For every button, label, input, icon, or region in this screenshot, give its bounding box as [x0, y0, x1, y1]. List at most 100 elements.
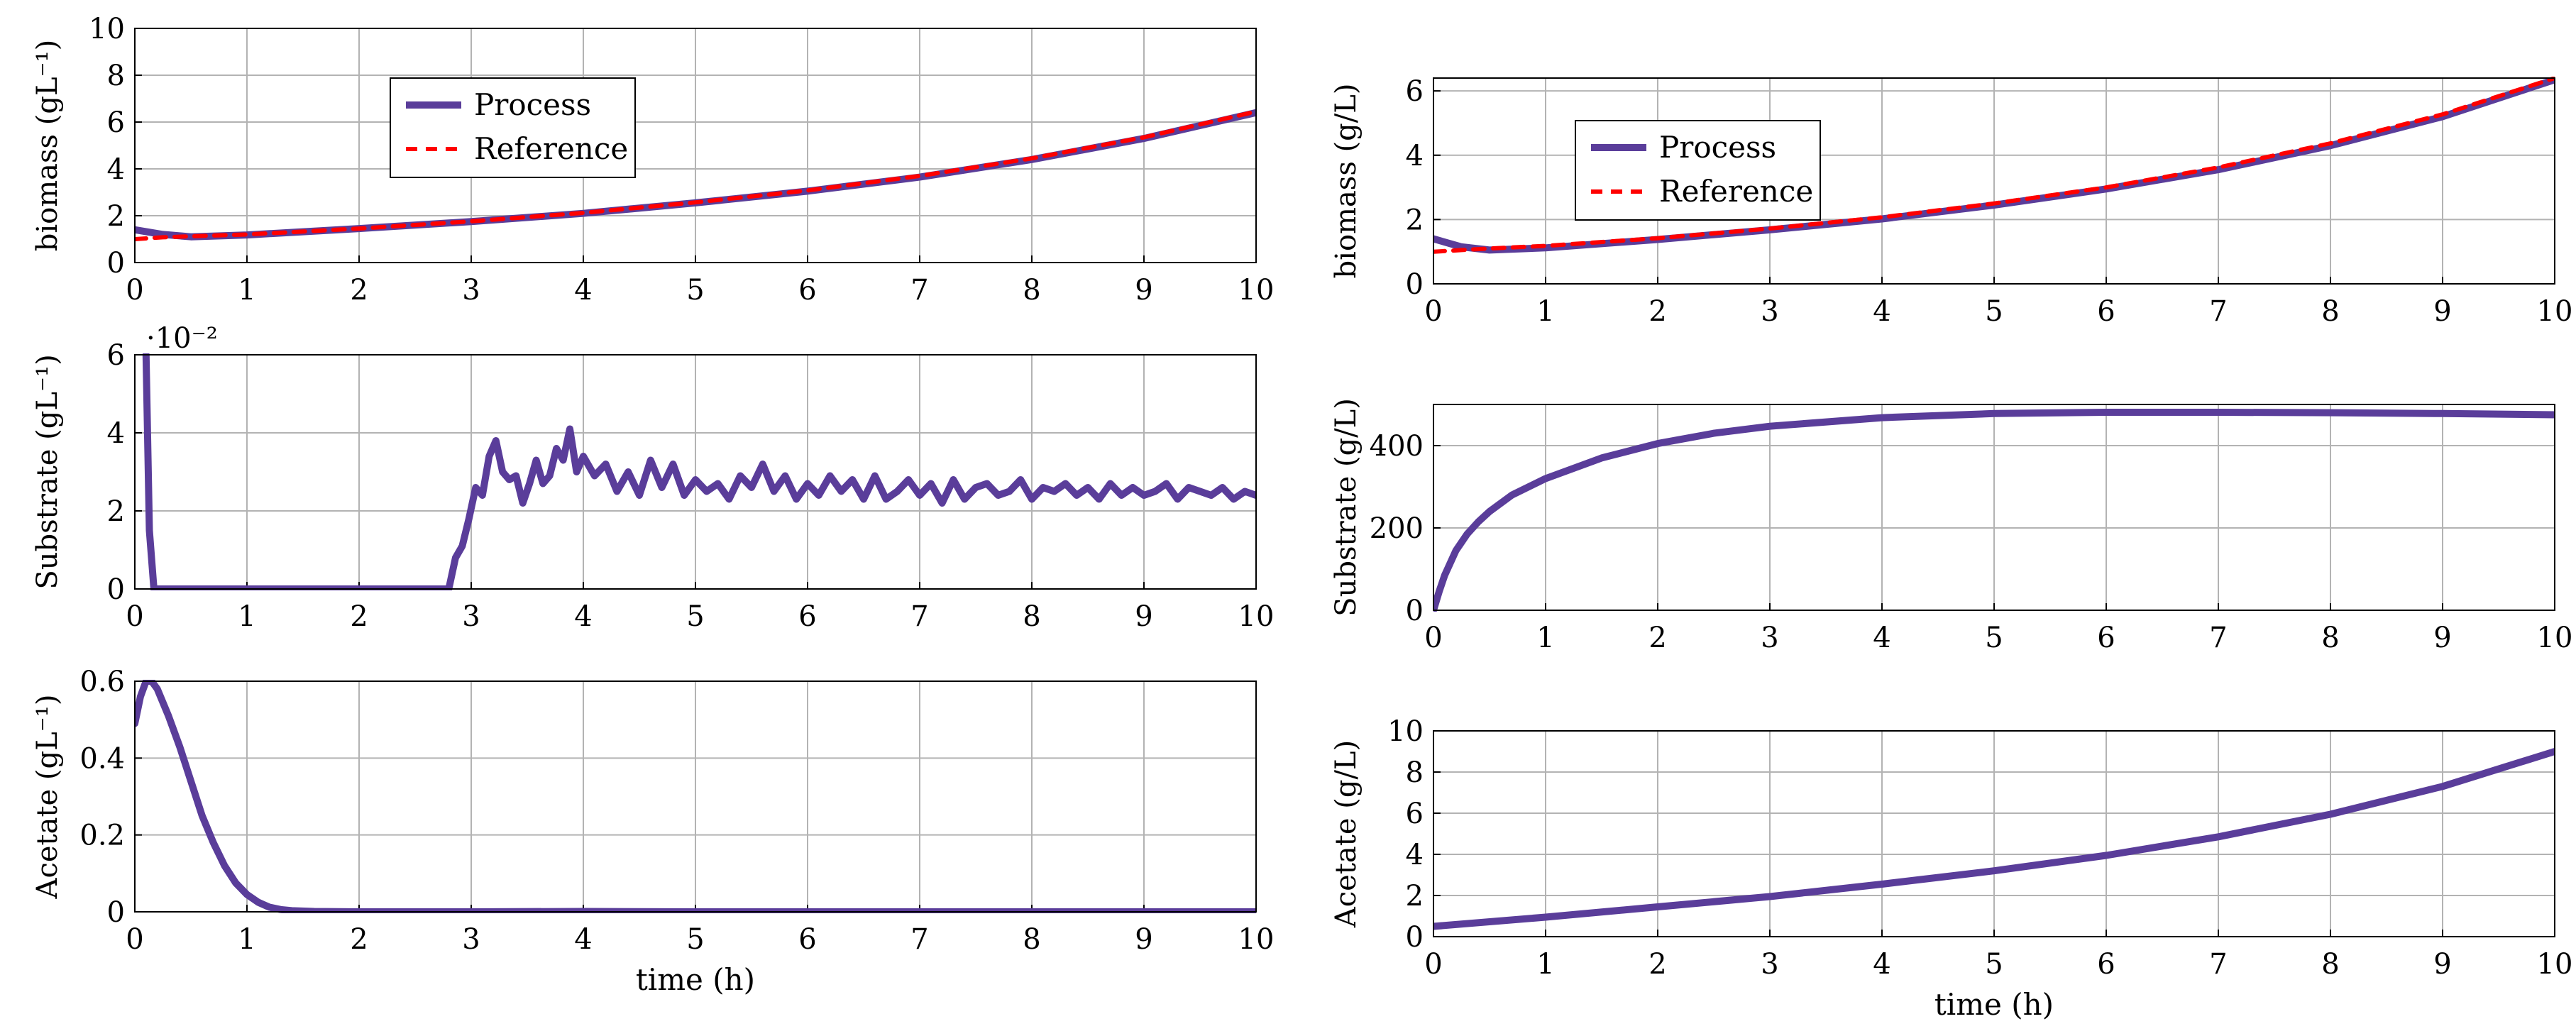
- x-tick-label: 5: [1985, 948, 2003, 981]
- x-tick-label: 4: [574, 600, 592, 633]
- y-tick-label: 4: [107, 153, 125, 186]
- x-tick-label: 6: [2097, 295, 2115, 328]
- x-tick-label: 5: [686, 600, 704, 633]
- x-tick-label: 0: [126, 274, 143, 307]
- x-tick-label: 4: [1873, 295, 1890, 328]
- x-tick-label: 7: [910, 923, 928, 956]
- x-tick-label: 1: [1536, 948, 1554, 981]
- y-tick-label: 6: [1406, 75, 1424, 108]
- x-tick-label: 1: [238, 274, 255, 307]
- axes-frame: [1433, 730, 2555, 937]
- x-tick-label: 1: [1536, 295, 1554, 328]
- x-tick-label: 4: [1873, 948, 1890, 981]
- y-tick-label: 400: [1370, 430, 1424, 463]
- x-tick-label: 6: [2097, 622, 2115, 654]
- x-tick-label: 9: [2433, 948, 2451, 981]
- y-tick-label: 10: [1387, 715, 1424, 748]
- panel-right-biomass: 0 1 2 3 4 5 6 7 8 9 10 0 2 4 6 biomass (g/L) Process Refe…: [1330, 75, 2572, 328]
- x-tick-label: 0: [126, 923, 143, 956]
- legend-label-process: Process: [474, 87, 591, 122]
- x-tick-label: 6: [798, 923, 816, 956]
- series-line-process: [1433, 748, 2555, 930]
- panel-left-substrate: 0 1 2 3 4 5 6 7 8 9 10 0 2 4 6 Substrate (gL⁻¹) ·10⁻²: [31, 322, 1274, 633]
- x-axis-label: time (h): [636, 962, 755, 997]
- x-tick-label: 9: [2433, 295, 2451, 328]
- x-tick-label: 10: [1238, 600, 1275, 633]
- x-tick-label: 0: [126, 600, 143, 633]
- x-tick-label: 2: [1648, 948, 1666, 981]
- legend-label-process: Process: [1659, 130, 1776, 165]
- y-axis-label: Substrate (gL⁻¹): [31, 354, 64, 589]
- y-tick-label: 0.2: [79, 820, 125, 852]
- y-tick-label: 0.4: [79, 742, 125, 775]
- y-tick-label: 0: [1406, 268, 1424, 301]
- axis-multiplier: ·10⁻²: [146, 322, 218, 355]
- legend-box: [1575, 120, 1821, 221]
- y-tick-label: 0: [1406, 921, 1424, 954]
- series-line-reference: [1433, 77, 2555, 254]
- x-tick-label: 9: [2433, 622, 2451, 654]
- panel-left-acetate: 0 1 2 3 4 5 6 7 8 9 10 0 0.2 0.4 0.6 Acetate (gL⁻¹) time…: [31, 666, 1274, 997]
- y-tick-label: 200: [1370, 512, 1424, 545]
- x-tick-label: 9: [1135, 923, 1152, 956]
- x-tick-label: 3: [1761, 948, 1778, 981]
- y-tick-label: 0.6: [79, 666, 125, 698]
- axes-frame: [1433, 404, 2555, 611]
- y-tick-label: 4: [107, 417, 125, 450]
- y-tick-label: 2: [107, 495, 125, 528]
- y-tick-label: 6: [1406, 798, 1424, 830]
- x-tick-label: 5: [686, 923, 704, 956]
- x-tick-label: 3: [462, 923, 480, 956]
- x-tick-label: 1: [238, 923, 255, 956]
- y-tick-label: 0: [1406, 595, 1424, 627]
- x-tick-label: 2: [350, 923, 368, 956]
- x-tick-label: 9: [1135, 274, 1152, 307]
- x-tick-label: 3: [1761, 622, 1778, 654]
- x-tick-label: 0: [1424, 948, 1442, 981]
- x-tick-label: 4: [1873, 622, 1890, 654]
- series-line-process: [1433, 409, 2555, 612]
- y-axis-label: Acetate (gL⁻¹): [31, 695, 64, 900]
- x-tick-label: 7: [910, 274, 928, 307]
- x-tick-label: 8: [1023, 600, 1040, 633]
- legend-box: [390, 77, 636, 178]
- x-tick-label: 4: [574, 274, 592, 307]
- x-tick-label: 4: [574, 923, 592, 956]
- legend: Process Reference: [1575, 120, 1821, 221]
- x-tick-label: 2: [350, 274, 368, 307]
- x-tick-label: 1: [1536, 622, 1554, 654]
- x-tick-label: 0: [1424, 295, 1442, 328]
- x-tick-label: 3: [462, 600, 480, 633]
- legend-label-reference: Reference: [474, 131, 628, 166]
- x-tick-label: 2: [350, 600, 368, 633]
- x-tick-label: 7: [2209, 948, 2227, 981]
- x-tick-label: 10: [1238, 274, 1275, 307]
- x-tick-label: 1: [238, 600, 255, 633]
- y-axis-label: biomass (g/L): [1330, 84, 1363, 279]
- x-tick-label: 8: [2321, 622, 2339, 654]
- x-tick-label: 6: [798, 600, 816, 633]
- y-tick-label: 6: [107, 106, 125, 139]
- x-tick-label: 7: [2209, 295, 2227, 328]
- y-tick-label: 4: [1406, 140, 1424, 172]
- axes-frame: [134, 28, 1257, 263]
- x-tick-label: 7: [910, 600, 928, 633]
- x-tick-label: 5: [686, 274, 704, 307]
- y-axis-label: Acetate (g/L): [1330, 740, 1363, 928]
- legend-label-reference: Reference: [1659, 174, 1813, 209]
- y-tick-label: 0: [107, 896, 125, 929]
- x-tick-label: 7: [2209, 622, 2227, 654]
- x-tick-label: 8: [1023, 274, 1040, 307]
- y-tick-label: 4: [1406, 839, 1424, 871]
- x-tick-label: 10: [1238, 923, 1275, 956]
- x-tick-label: 3: [1761, 295, 1778, 328]
- x-tick-label: 2: [1648, 622, 1666, 654]
- x-tick-label: 10: [2537, 295, 2573, 328]
- legend: Process Reference: [390, 77, 636, 178]
- x-axis-label: time (h): [1934, 987, 2054, 1022]
- x-tick-label: 6: [798, 274, 816, 307]
- axes-frame: [134, 354, 1257, 590]
- y-tick-label: 8: [107, 60, 125, 92]
- x-tick-label: 5: [1985, 295, 2003, 328]
